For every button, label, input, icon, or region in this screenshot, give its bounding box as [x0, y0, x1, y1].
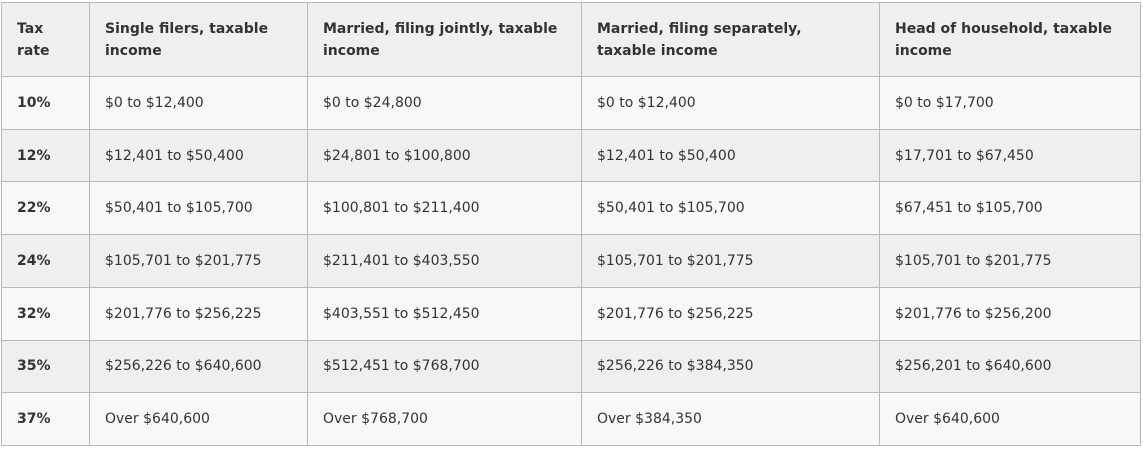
table-row: 24% $105,701 to $201,775 $211,401 to $40… [1, 234, 1141, 288]
table-row: 35% $256,226 to $640,600 $512,451 to $76… [1, 339, 1141, 394]
header-married-jointly: Married, filing jointly, taxable income [307, 2, 582, 77]
tax-rate-cell: 37% [1, 392, 90, 446]
married-jointly-cell: Over $768,700 [307, 392, 582, 446]
table-header: Tax rate Single filers, taxable income M… [1, 2, 1141, 77]
header-married-separately: Married, filing separately, taxable inco… [581, 2, 880, 77]
married-jointly-cell: $100,801 to $211,400 [307, 181, 582, 236]
married-jointly-cell: $0 to $24,800 [307, 76, 582, 130]
header-tax-rate: Tax rate [1, 2, 90, 77]
head-of-household-cell: $67,451 to $105,700 [879, 181, 1141, 236]
tax-rate-cell: 35% [1, 339, 90, 394]
table-row: 37% Over $640,600 Over $768,700 Over $38… [1, 392, 1141, 446]
single-filers-cell: $0 to $12,400 [89, 76, 308, 130]
header-head-of-household: Head of household, taxable income [879, 2, 1141, 77]
married-separately-cell: $201,776 to $256,225 [581, 286, 880, 341]
single-filers-cell: $201,776 to $256,225 [89, 286, 308, 341]
single-filers-cell: Over $640,600 [89, 392, 308, 446]
tax-rate-cell: 32% [1, 286, 90, 341]
tax-rate-cell: 22% [1, 181, 90, 236]
married-jointly-cell: $512,451 to $768,700 [307, 339, 582, 394]
married-jointly-cell: $24,801 to $100,800 [307, 128, 582, 183]
head-of-household-cell: $105,701 to $201,775 [879, 234, 1141, 288]
head-of-household-cell: Over $640,600 [879, 392, 1141, 446]
married-separately-cell: Over $384,350 [581, 392, 880, 446]
married-separately-cell: $50,401 to $105,700 [581, 181, 880, 236]
head-of-household-cell: $17,701 to $67,450 [879, 128, 1141, 183]
header-single-filers: Single filers, taxable income [89, 2, 308, 77]
table-body: 10% $0 to $12,400 $0 to $24,800 $0 to $1… [1, 76, 1141, 446]
head-of-household-cell: $201,776 to $256,200 [879, 286, 1141, 341]
tax-rate-cell: 10% [1, 76, 90, 130]
married-jointly-cell: $403,551 to $512,450 [307, 286, 582, 341]
tax-rate-cell: 12% [1, 128, 90, 183]
married-separately-cell: $0 to $12,400 [581, 76, 880, 130]
single-filers-cell: $12,401 to $50,400 [89, 128, 308, 183]
head-of-household-cell: $0 to $17,700 [879, 76, 1141, 130]
table-row: 32% $201,776 to $256,225 $403,551 to $51… [1, 286, 1141, 341]
single-filers-cell: $50,401 to $105,700 [89, 181, 308, 236]
head-of-household-cell: $256,201 to $640,600 [879, 339, 1141, 394]
married-separately-cell: $105,701 to $201,775 [581, 234, 880, 288]
header-row: Tax rate Single filers, taxable income M… [1, 2, 1141, 77]
table-row: 12% $12,401 to $50,400 $24,801 to $100,8… [1, 128, 1141, 183]
married-separately-cell: $256,226 to $384,350 [581, 339, 880, 394]
single-filers-cell: $105,701 to $201,775 [89, 234, 308, 288]
tax-rate-cell: 24% [1, 234, 90, 288]
single-filers-cell: $256,226 to $640,600 [89, 339, 308, 394]
married-separately-cell: $12,401 to $50,400 [581, 128, 880, 183]
table-row: 10% $0 to $12,400 $0 to $24,800 $0 to $1… [1, 76, 1141, 130]
married-jointly-cell: $211,401 to $403,550 [307, 234, 582, 288]
table-row: 22% $50,401 to $105,700 $100,801 to $211… [1, 181, 1141, 236]
